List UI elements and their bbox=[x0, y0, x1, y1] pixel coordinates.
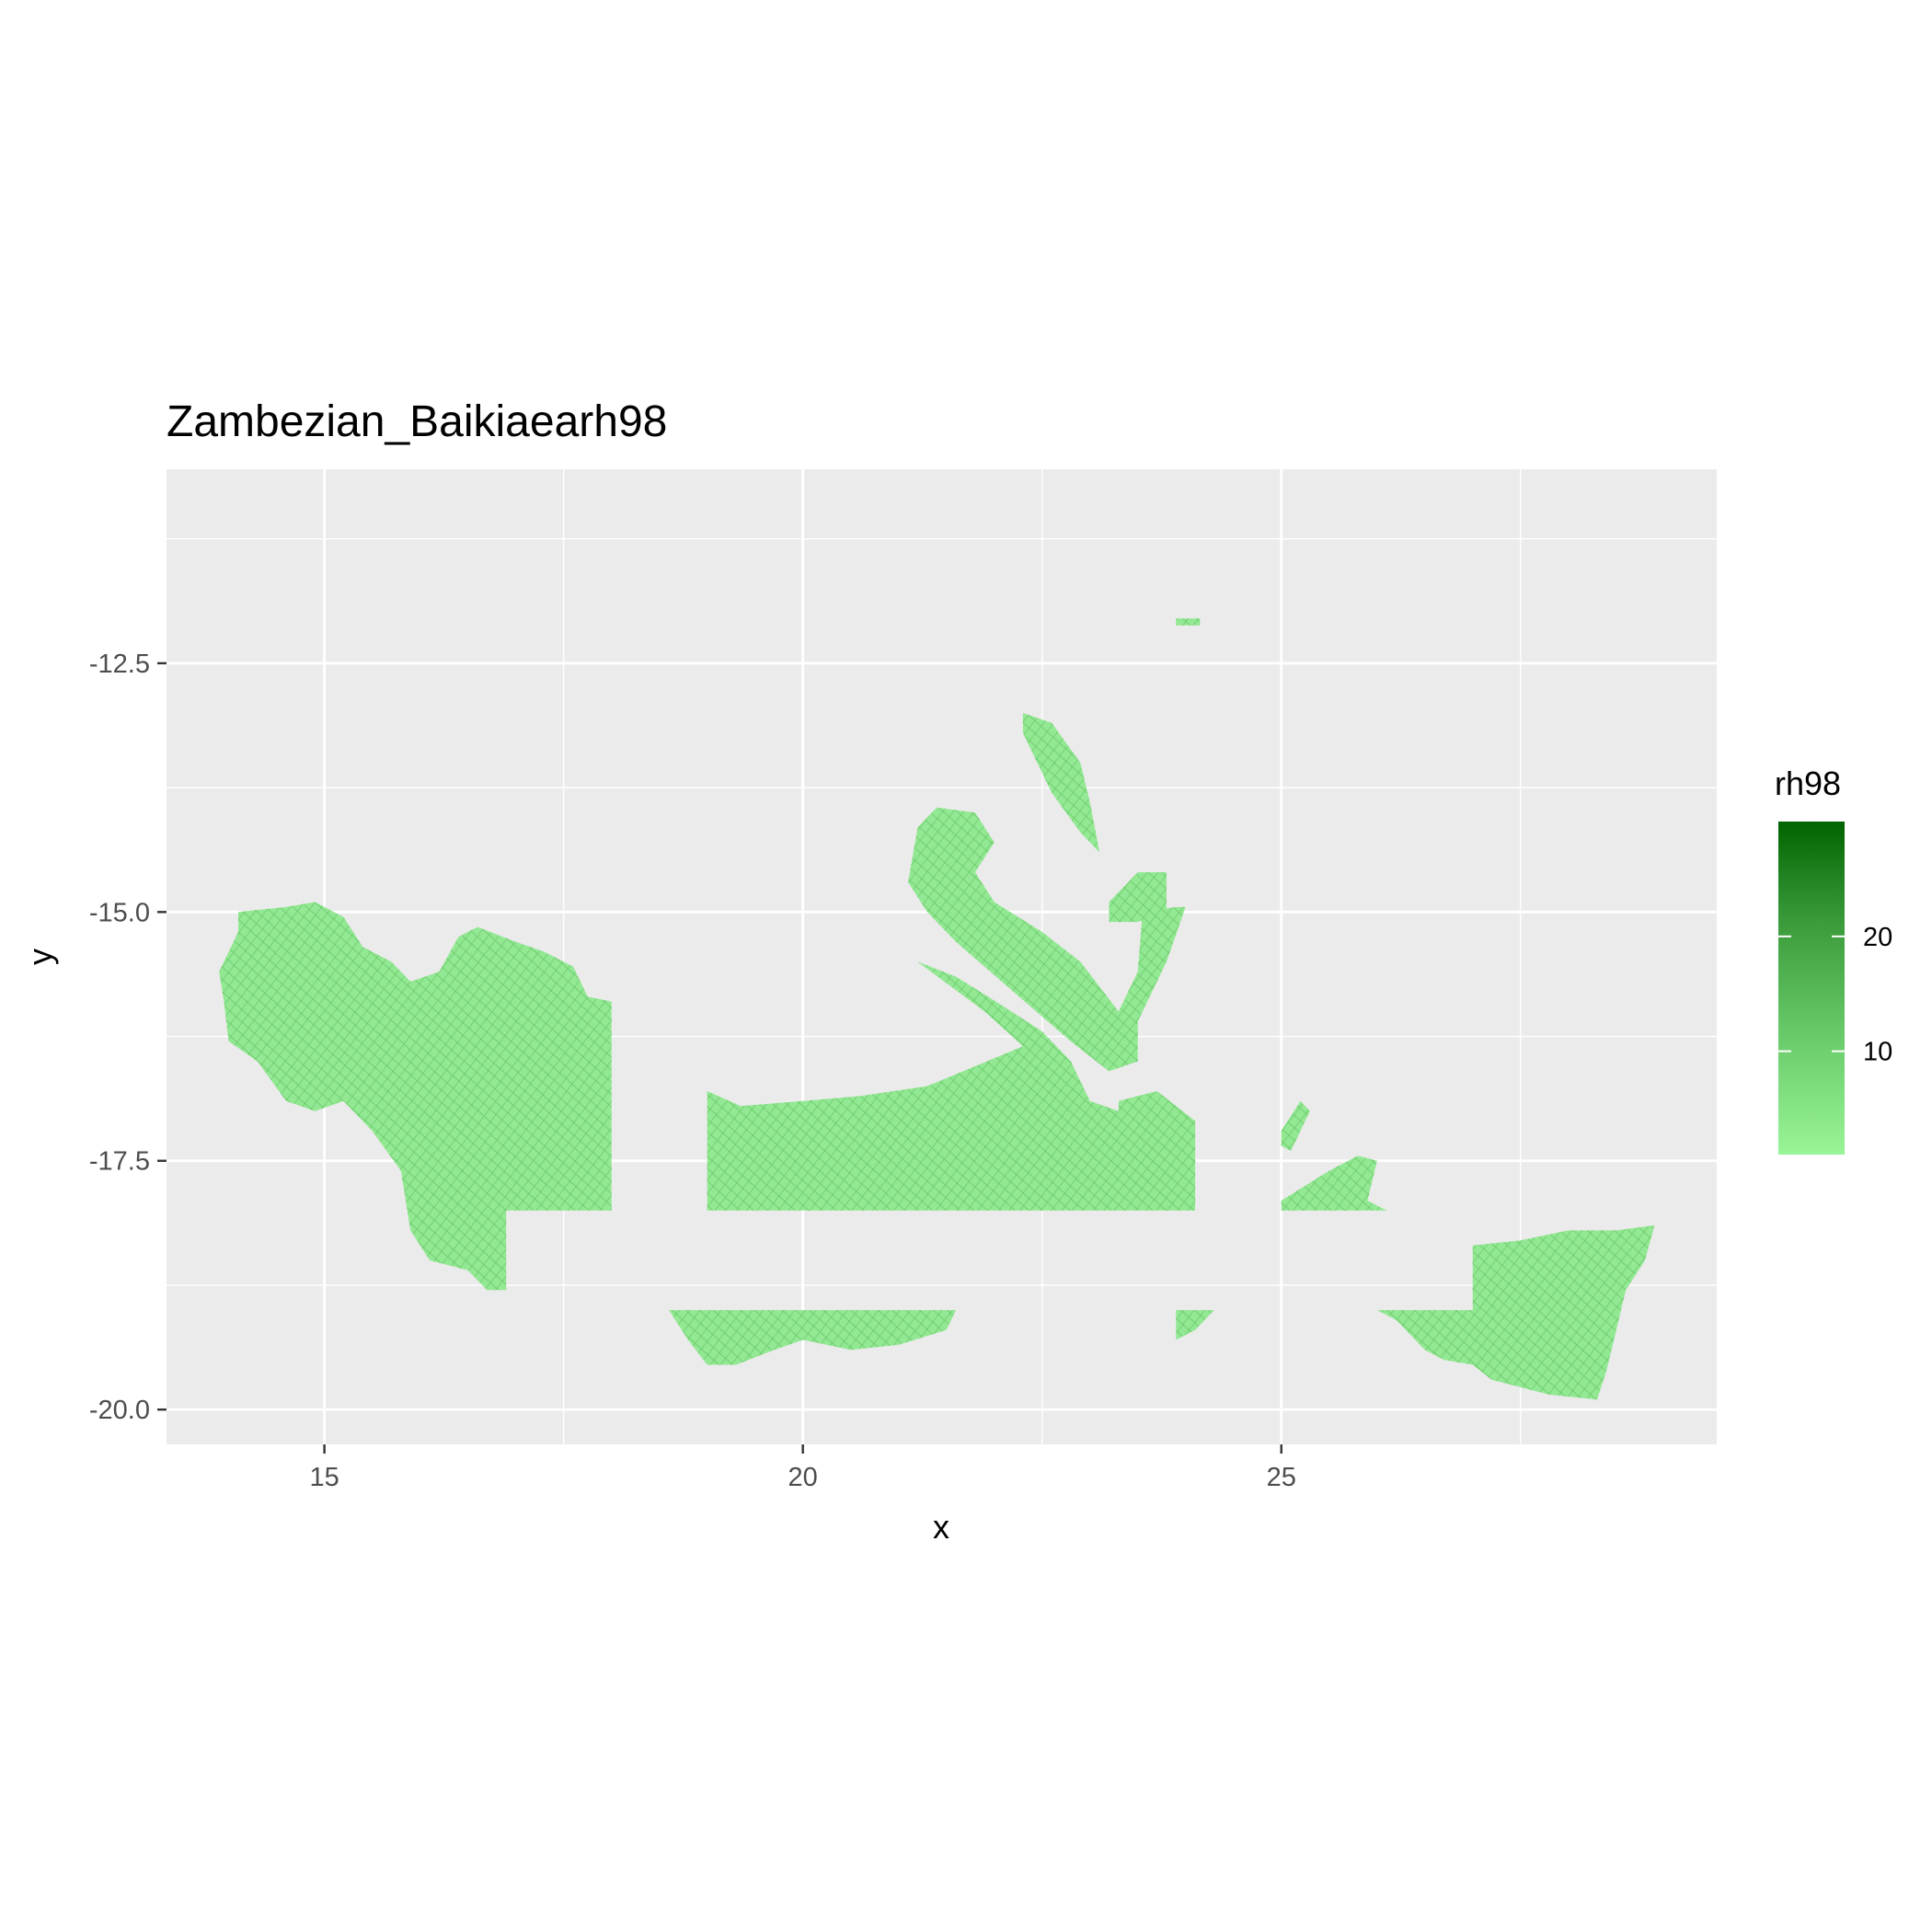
region-hatch-b bbox=[707, 961, 1196, 1211]
color-legend: rh98 10 20 bbox=[1775, 765, 1892, 1155]
region-east-tiny-patch bbox=[1281, 1100, 1310, 1151]
region-hatch-b bbox=[1281, 1100, 1310, 1151]
legend-ticks: 10 20 bbox=[1778, 923, 1892, 1067]
y-tick-label: -12.5 bbox=[89, 650, 150, 679]
region-hatch-b bbox=[1376, 1225, 1655, 1400]
x-tick-label: 15 bbox=[309, 1463, 339, 1492]
region-north-strip bbox=[1022, 713, 1100, 853]
y-tick-label: -20.0 bbox=[89, 1396, 150, 1425]
region-west-block bbox=[219, 902, 612, 1291]
region-hatch-b bbox=[908, 807, 1186, 1072]
plot-title: Zambezian_Baikiaearh98 bbox=[167, 397, 667, 446]
plot-panel bbox=[167, 469, 1717, 1444]
region-hatch-b bbox=[669, 1310, 957, 1365]
x-tick-label: 25 bbox=[1267, 1463, 1296, 1492]
legend-tick-label: 20 bbox=[1863, 923, 1892, 952]
region-north-speck bbox=[1176, 618, 1201, 626]
region-north-fan bbox=[908, 807, 1186, 1072]
x-tick-label: 20 bbox=[788, 1463, 818, 1492]
x-axis-label: x bbox=[933, 1508, 949, 1546]
region-central-block bbox=[707, 961, 1196, 1211]
region-south-strip bbox=[669, 1310, 957, 1365]
region-hatch-b bbox=[1176, 618, 1201, 626]
region-hatch-b bbox=[1109, 872, 1167, 923]
region-east-small-patch bbox=[1281, 1156, 1387, 1211]
region-hatch-b bbox=[1176, 1310, 1214, 1340]
raster-regions bbox=[219, 618, 1655, 1400]
y-tick-label: -17.5 bbox=[89, 1147, 150, 1177]
region-hatch-b bbox=[1022, 713, 1100, 853]
region-mid-right-patch bbox=[1109, 872, 1167, 923]
legend-colorbar bbox=[1778, 822, 1845, 1155]
legend-tick-label: 10 bbox=[1863, 1038, 1892, 1067]
y-axis-label: y bbox=[21, 949, 59, 965]
y-axis: -12.5 -15.0 -17.5 -20.0 bbox=[89, 650, 167, 1425]
region-hatch-b bbox=[1281, 1156, 1387, 1211]
region-south-mid-fragment bbox=[1176, 1310, 1214, 1340]
region-east-block bbox=[1376, 1225, 1655, 1400]
y-tick-label: -15.0 bbox=[89, 898, 150, 927]
x-axis: 15 20 25 bbox=[309, 1444, 1296, 1492]
major-gridlines bbox=[167, 469, 1717, 1444]
legend-title: rh98 bbox=[1775, 765, 1841, 802]
region-hatch-b bbox=[219, 902, 612, 1291]
